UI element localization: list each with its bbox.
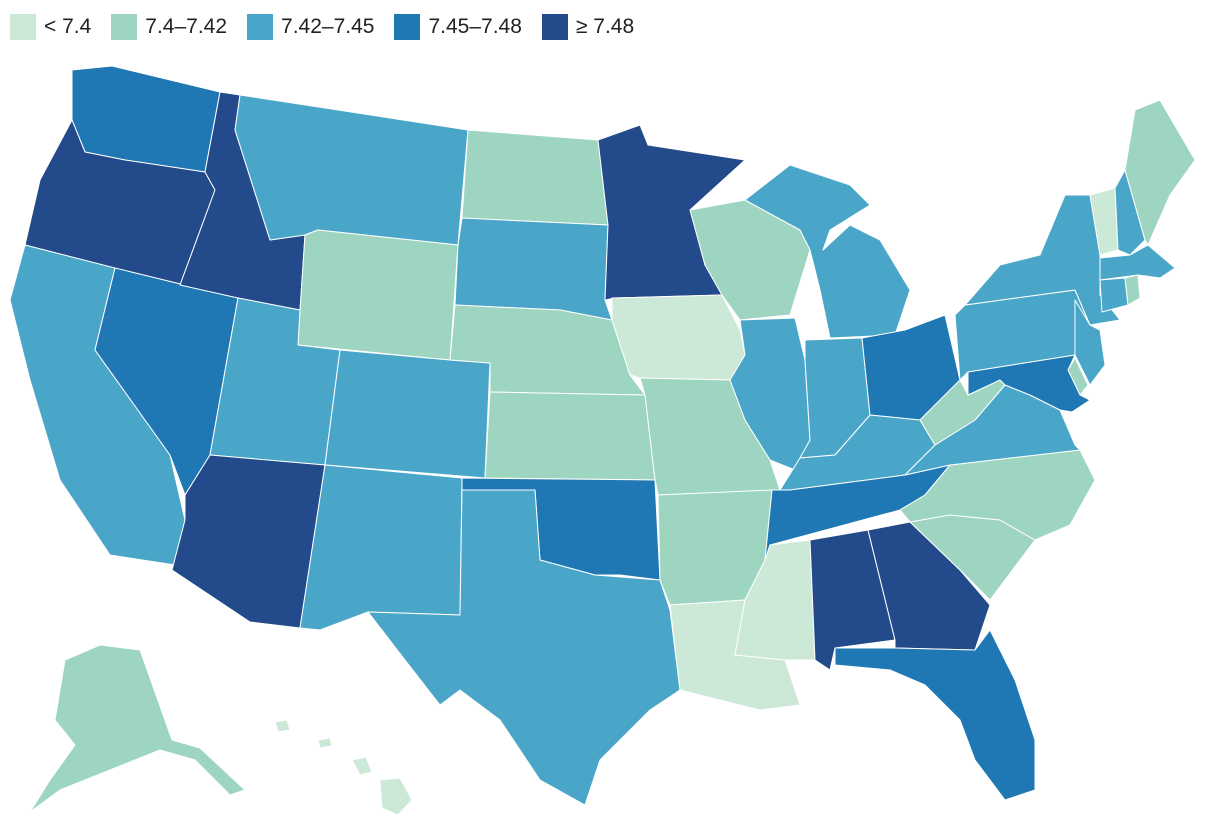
state-nd[interactable] (461, 129, 609, 226)
state-mi[interactable] (744, 164, 911, 339)
legend-item: 7.4–7.42 (111, 14, 227, 40)
legend-item: < 7.4 (10, 14, 91, 40)
state-ia[interactable] (611, 294, 746, 381)
legend-item: 7.45–7.48 (394, 14, 522, 40)
legend-label: < 7.4 (44, 15, 92, 38)
legend-swatch (247, 14, 274, 40)
legend-label: 7.4–7.42 (145, 15, 228, 38)
legend-label: 7.45–7.48 (428, 15, 522, 38)
legend-item: ≥ 7.48 (541, 14, 635, 40)
legend-item: 7.42–7.45 (247, 14, 374, 40)
state-co[interactable] (324, 349, 491, 479)
state-ak[interactable] (29, 644, 246, 813)
legend-swatch (111, 14, 138, 40)
state-nc[interactable] (899, 449, 1096, 541)
state-ks[interactable] (484, 391, 656, 481)
state-md[interactable] (967, 354, 1091, 413)
state-tx[interactable] (367, 489, 681, 806)
state-fl[interactable] (834, 629, 1036, 801)
state-sd[interactable] (454, 217, 613, 321)
state-ct[interactable] (1099, 277, 1129, 313)
legend-swatch (541, 14, 568, 40)
state-wy[interactable] (297, 229, 459, 361)
state-mt[interactable] (234, 94, 469, 246)
state-ri[interactable] (1124, 274, 1141, 306)
legend-swatch (10, 14, 36, 40)
legend-label: ≥ 7.48 (575, 15, 635, 38)
state-me[interactable] (1124, 99, 1196, 246)
state-nm[interactable] (299, 464, 463, 631)
legend-label: 7.42–7.45 (281, 15, 375, 38)
state-il[interactable] (729, 317, 811, 471)
legend: < 7.4 7.4–7.42 7.42–7.45 7.45–7.48 ≥ 7.4… (10, 14, 654, 40)
state-nh[interactable] (1114, 169, 1146, 256)
legend-swatch (394, 14, 421, 40)
state-hi[interactable] (274, 719, 413, 816)
state-az[interactable] (171, 454, 326, 629)
